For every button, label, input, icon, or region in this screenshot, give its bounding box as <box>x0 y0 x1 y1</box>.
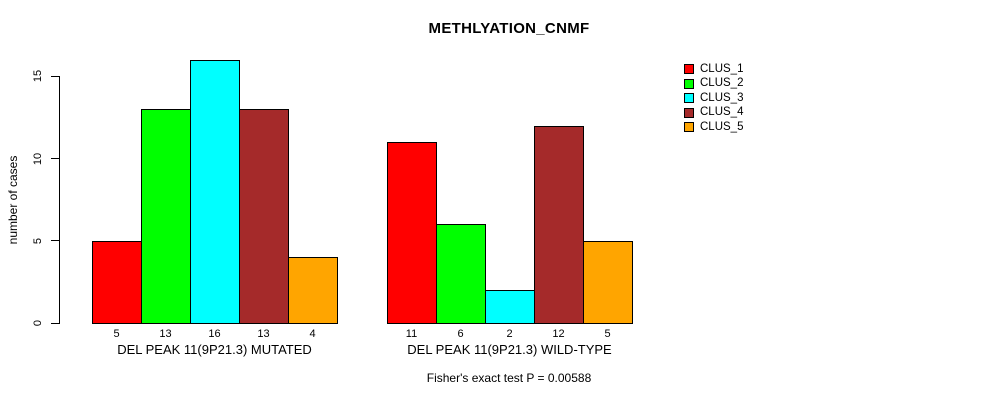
y-axis-tick <box>51 158 59 159</box>
bar-value-label: 5 <box>113 328 120 340</box>
bar-value-label: 16 <box>208 328 221 340</box>
y-axis <box>59 76 60 324</box>
y-axis-tick <box>51 322 59 324</box>
bar-value-label: 4 <box>309 328 316 340</box>
fisher-test-annotation: Fisher's exact test P = 0.00588 <box>426 371 592 385</box>
legend-item: CLUS_3 <box>684 91 743 106</box>
bar-clus_2 <box>436 224 486 324</box>
legend-item: CLUS_1 <box>684 62 743 77</box>
bar-clus_3 <box>190 60 240 324</box>
y-axis-tick <box>51 75 59 77</box>
bar-clus_4 <box>534 126 584 324</box>
legend-item-label: CLUS_1 <box>700 62 744 75</box>
legend-item-label: CLUS_2 <box>700 77 744 89</box>
legend-color-swatch <box>684 78 694 89</box>
legend-item: CLUS_2 <box>684 77 743 92</box>
y-axis-label: number of cases <box>6 155 20 245</box>
legend-color-swatch <box>684 64 694 75</box>
y-axis-tick <box>51 240 59 242</box>
group-label: DEL PEAK 11(9P21.3) MUTATED <box>117 342 312 357</box>
bar-clus_5 <box>583 241 633 324</box>
group-label: DEL PEAK 11(9P21.3) WILD-TYPE <box>407 342 612 357</box>
legend-item: CLUS_4 <box>684 106 743 121</box>
bar-clus_1 <box>387 142 437 324</box>
bar-clus_2 <box>141 109 191 324</box>
bar-value-label: 12 <box>552 328 565 340</box>
y-axis-tick-label: 5 <box>32 237 44 244</box>
y-axis-tick-label: 15 <box>32 70 44 83</box>
legend-item-label: CLUS_3 <box>700 91 744 104</box>
legend-color-swatch <box>684 107 694 118</box>
legend-color-swatch <box>684 93 694 104</box>
y-axis-tick-label: 0 <box>32 319 44 327</box>
bar-clus_4 <box>239 109 289 324</box>
bar-clus_1 <box>92 241 142 324</box>
y-axis-tick-label: 10 <box>32 152 44 165</box>
bar-clus_3 <box>485 290 535 324</box>
legend-item: CLUS_5 <box>684 120 743 135</box>
legend-item-label: CLUS_5 <box>700 120 744 133</box>
bar-value-label: 5 <box>604 328 611 340</box>
bar-value-label: 2 <box>506 328 513 340</box>
bar-value-label: 11 <box>405 328 418 340</box>
chart-title: METHLYATION_CNMF <box>428 20 590 37</box>
legend-item-label: CLUS_4 <box>700 106 744 118</box>
legend-color-swatch <box>684 122 694 133</box>
bar-value-label: 13 <box>159 328 172 340</box>
bar-clus_5 <box>288 257 338 324</box>
legend: CLUS_1 CLUS_2 CLUS_3 CLUS_4 CLUS_5 <box>684 62 743 135</box>
bar-value-label: 6 <box>457 328 464 340</box>
bar-value-label: 13 <box>257 328 270 340</box>
